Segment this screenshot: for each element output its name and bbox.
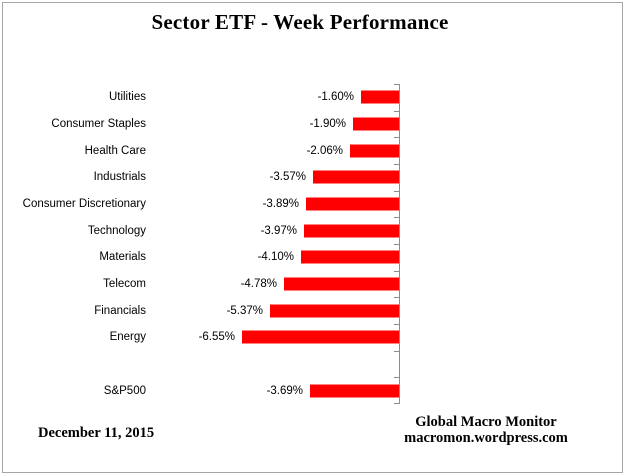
chart-row: Telecom -4.78% bbox=[0, 271, 399, 298]
axis-tick bbox=[394, 403, 399, 404]
category-label: Consumer Discretionary bbox=[22, 197, 146, 210]
value-label: -3.97% bbox=[260, 224, 297, 237]
axis-tick bbox=[394, 324, 399, 325]
axis-tick bbox=[394, 351, 399, 352]
bar bbox=[361, 90, 399, 104]
axis-tick bbox=[394, 137, 399, 138]
axis-tick bbox=[394, 377, 399, 378]
value-label: -3.57% bbox=[269, 171, 306, 184]
footer-source: Global Macro Monitor macromon.wordpress.… bbox=[366, 414, 606, 446]
chart-row: Energy -6.55% bbox=[0, 324, 399, 351]
value-label: -4.78% bbox=[240, 277, 277, 290]
bar bbox=[350, 144, 399, 158]
bar bbox=[284, 277, 399, 291]
axis-tick bbox=[394, 111, 399, 112]
chart-row: Financials -5.37% bbox=[0, 297, 399, 324]
chart-row: Technology -3.97% bbox=[0, 217, 399, 244]
footer-source-line2: macromon.wordpress.com bbox=[404, 429, 568, 446]
bar bbox=[270, 304, 399, 318]
chart-row: Consumer Staples -1.90% bbox=[0, 111, 399, 138]
category-label: Health Care bbox=[84, 144, 146, 157]
category-label: Energy bbox=[109, 331, 146, 344]
bar bbox=[310, 384, 399, 398]
value-label: -4.10% bbox=[257, 251, 294, 264]
chart-row: Industrials -3.57% bbox=[0, 164, 399, 191]
value-label: -1.90% bbox=[309, 117, 346, 130]
category-label: S&P500 bbox=[103, 384, 146, 397]
chart-row: Health Care -2.06% bbox=[0, 137, 399, 164]
value-label: -5.37% bbox=[226, 304, 263, 317]
value-label: -3.69% bbox=[266, 384, 303, 397]
axis-tick bbox=[394, 244, 399, 245]
axis-tick bbox=[394, 84, 399, 85]
axis-tick bbox=[394, 271, 399, 272]
bar bbox=[353, 117, 399, 131]
axis-tick bbox=[394, 297, 399, 298]
value-label: -6.55% bbox=[198, 331, 235, 344]
category-label: Financials bbox=[94, 304, 146, 317]
value-label: -2.06% bbox=[306, 144, 343, 157]
axis-tick bbox=[394, 164, 399, 165]
category-label: Technology bbox=[87, 224, 146, 237]
bar bbox=[304, 224, 399, 238]
axis-tick bbox=[394, 217, 399, 218]
category-label: Consumer Staples bbox=[51, 117, 146, 130]
bar bbox=[313, 170, 399, 184]
bar bbox=[301, 250, 399, 264]
category-label: Industrials bbox=[93, 171, 146, 184]
chart-row: S&P500 -3.69% bbox=[0, 377, 399, 404]
bar bbox=[242, 330, 399, 344]
chart-title: Sector ETF - Week Performance bbox=[151, 10, 449, 34]
footer-date: December 11, 2015 bbox=[38, 425, 155, 441]
category-label: Telecom bbox=[103, 277, 146, 290]
category-label: Utilities bbox=[108, 91, 146, 104]
footer-source-line1: Global Macro Monitor bbox=[415, 414, 557, 430]
axis-tick bbox=[394, 191, 399, 192]
category-label: Materials bbox=[99, 251, 146, 264]
chart-row: Consumer Discretionary -3.89% bbox=[0, 191, 399, 218]
plot-area: Utilities -1.60% Consumer Staples -1.90% Hea… bbox=[0, 84, 400, 404]
bar bbox=[306, 197, 399, 211]
value-label: -3.89% bbox=[262, 197, 299, 210]
chart-row: Utilities -1.60% bbox=[0, 84, 399, 111]
chart-row: Materials -4.10% bbox=[0, 244, 399, 271]
value-label: -1.60% bbox=[317, 91, 354, 104]
